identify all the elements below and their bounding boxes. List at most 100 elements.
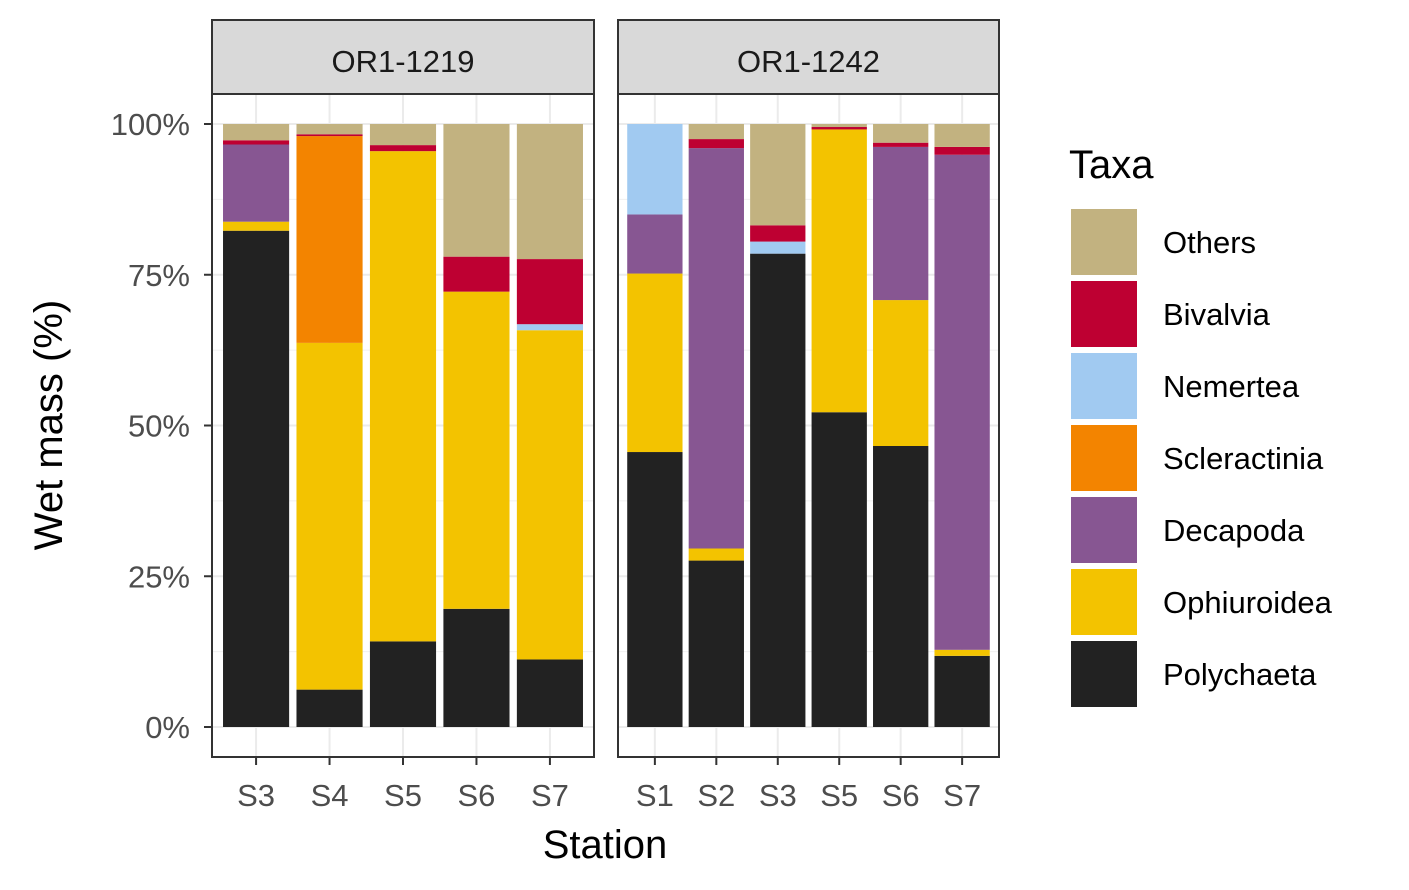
panel-border (617, 93, 1000, 758)
bar-segment-polychaeta-s2 (688, 560, 744, 727)
bar-segment-decapoda-s3 (223, 144, 290, 222)
bar-segment-bivalvia-s5 (369, 145, 437, 152)
x-tick-label: S3 (759, 778, 797, 813)
legend-item-ophiuroidea: Ophiuroidea (1071, 569, 1333, 635)
legend-label: Polychaeta (1163, 657, 1317, 692)
legend-item-decapoda: Decapoda (1071, 497, 1305, 563)
y-tick-label: 25% (128, 559, 190, 594)
bar-segment-bivalvia-s6 (443, 256, 510, 292)
bar-segment-others-s6 (443, 124, 510, 257)
panel-or1-1219: OR1-1219 S3 S4 S5 S6 S7 (211, 19, 595, 813)
bar-segment-polychaeta-s6 (443, 608, 510, 727)
legend-label: Scleractinia (1163, 441, 1324, 476)
bar-segment-polychaeta-s7 (516, 659, 583, 727)
bar-segment-ophiuroidea-s7 (516, 330, 583, 660)
bar-segment-nemertea-s3 (750, 241, 806, 254)
bar-segment-bivalvia-s2 (688, 139, 744, 149)
legend-swatch (1071, 641, 1137, 707)
bar-segment-bivalvia-s5 (811, 127, 867, 130)
bar-segment-bivalvia-s3 (750, 225, 806, 242)
bar-segment-polychaeta-s7 (934, 655, 990, 727)
bar-segment-bivalvia-s7 (934, 146, 990, 155)
x-tick-label: S7 (531, 778, 569, 813)
legend-item-polychaeta: Polychaeta (1071, 641, 1317, 707)
bar-segment-polychaeta-s3 (750, 253, 806, 727)
legend-swatch (1071, 209, 1137, 275)
legend-item-bivalvia: Bivalvia (1071, 281, 1271, 347)
bar-segment-ophiuroidea-s6 (873, 300, 929, 447)
legend-label: Ophiuroidea (1163, 585, 1333, 620)
bar-segment-ophiuroidea-s7 (934, 649, 990, 656)
bar-segment-bivalvia-s7 (516, 259, 583, 325)
legend-swatch (1071, 281, 1137, 347)
legend-item-scleractinia: Scleractinia (1071, 425, 1324, 491)
bar-segment-polychaeta-s3 (223, 230, 290, 727)
bar-segment-others-s3 (750, 124, 806, 226)
bar-segment-decapoda-s2 (688, 148, 744, 549)
bar-segment-scleractinia-s4 (296, 136, 363, 343)
x-tick-label: S6 (458, 778, 496, 813)
legend-label: Bivalvia (1163, 297, 1271, 332)
legend-items: Others Bivalvia Nemertea Scleractinia Decapo… (1071, 209, 1333, 707)
panels: OR1-1219 S3 S4 S5 S6 S7 OR1-1242 S1 S2 S3 S5 S6 S7 (211, 19, 1000, 813)
bar-segment-ophiuroidea-s4 (296, 342, 363, 690)
panel-or1-1242: OR1-1242 S1 S2 S3 S5 S6 S7 (617, 19, 1000, 813)
bar-segment-decapoda-s6 (873, 146, 929, 301)
legend-item-others: Others (1071, 209, 1256, 275)
legend-title: Taxa (1069, 143, 1154, 187)
facet-strip-label: OR1-1219 (331, 44, 474, 79)
x-tick-label: S1 (636, 778, 674, 813)
x-tick-label: S2 (697, 778, 735, 813)
bar-segment-polychaeta-s5 (811, 412, 867, 727)
bar-segment-nemertea-s7 (516, 324, 583, 331)
bar-segment-others-s5 (369, 124, 437, 146)
y-tick-label: 0% (145, 710, 190, 745)
y-tick-label: 75% (128, 258, 190, 293)
y-axis-title: Wet mass (%) (27, 300, 71, 550)
y-tick-label: 50% (128, 409, 190, 444)
bar-segment-others-s6 (873, 124, 929, 143)
x-axis-title: Station (543, 823, 668, 867)
bar-segment-ophiuroidea-s6 (443, 291, 510, 609)
bar-segment-ophiuroidea-s1 (627, 273, 683, 453)
bar-segment-polychaeta-s4 (296, 689, 363, 727)
x-tick-label: S5 (820, 778, 858, 813)
legend-swatch (1071, 569, 1137, 635)
bar-segment-others-s5 (811, 124, 867, 128)
bar-segment-polychaeta-s1 (627, 452, 683, 727)
bar-segment-others-s4 (296, 124, 363, 135)
x-tick-label: S5 (384, 778, 422, 813)
bar-segment-bivalvia-s3 (223, 140, 290, 145)
bar-segment-ophiuroidea-s2 (688, 548, 744, 561)
bar-segment-decapoda-s1 (627, 214, 683, 274)
legend: Taxa Others Bivalvia Nemertea Scleractinia D… (1069, 143, 1333, 707)
bar-segment-ophiuroidea-s5 (369, 151, 437, 642)
legend-swatch (1071, 425, 1137, 491)
bar-segment-decapoda-s7 (934, 154, 990, 650)
bar-segment-others-s7 (516, 124, 583, 260)
legend-label: Others (1163, 225, 1256, 260)
legend-label: Nemertea (1163, 369, 1300, 404)
legend-swatch (1071, 353, 1137, 419)
bar-segment-bivalvia-s6 (873, 142, 929, 147)
bar-segment-nemertea-s1 (627, 124, 683, 215)
bar-segment-ophiuroidea-s3 (223, 221, 290, 231)
legend-swatch (1071, 497, 1137, 563)
x-tick-label: S6 (882, 778, 920, 813)
bar-segment-polychaeta-s5 (369, 641, 437, 727)
facet-strip (617, 19, 1000, 95)
y-axis: 0% 25% 50% 75% 100% (111, 107, 212, 745)
bar-segment-polychaeta-s6 (873, 446, 929, 727)
legend-label: Decapoda (1163, 513, 1305, 548)
x-tick-label: S4 (311, 778, 349, 813)
bar-segment-others-s7 (934, 124, 990, 147)
x-tick-label: S7 (943, 778, 981, 813)
x-tick-label: S3 (237, 778, 275, 813)
bar-segment-ophiuroidea-s5 (811, 129, 867, 413)
facet-strip (211, 19, 595, 95)
facet-strip-label: OR1-1242 (737, 44, 880, 79)
bar-segment-others-s2 (688, 124, 744, 140)
y-tick-label: 100% (111, 107, 190, 142)
legend-item-nemertea: Nemertea (1071, 353, 1300, 419)
